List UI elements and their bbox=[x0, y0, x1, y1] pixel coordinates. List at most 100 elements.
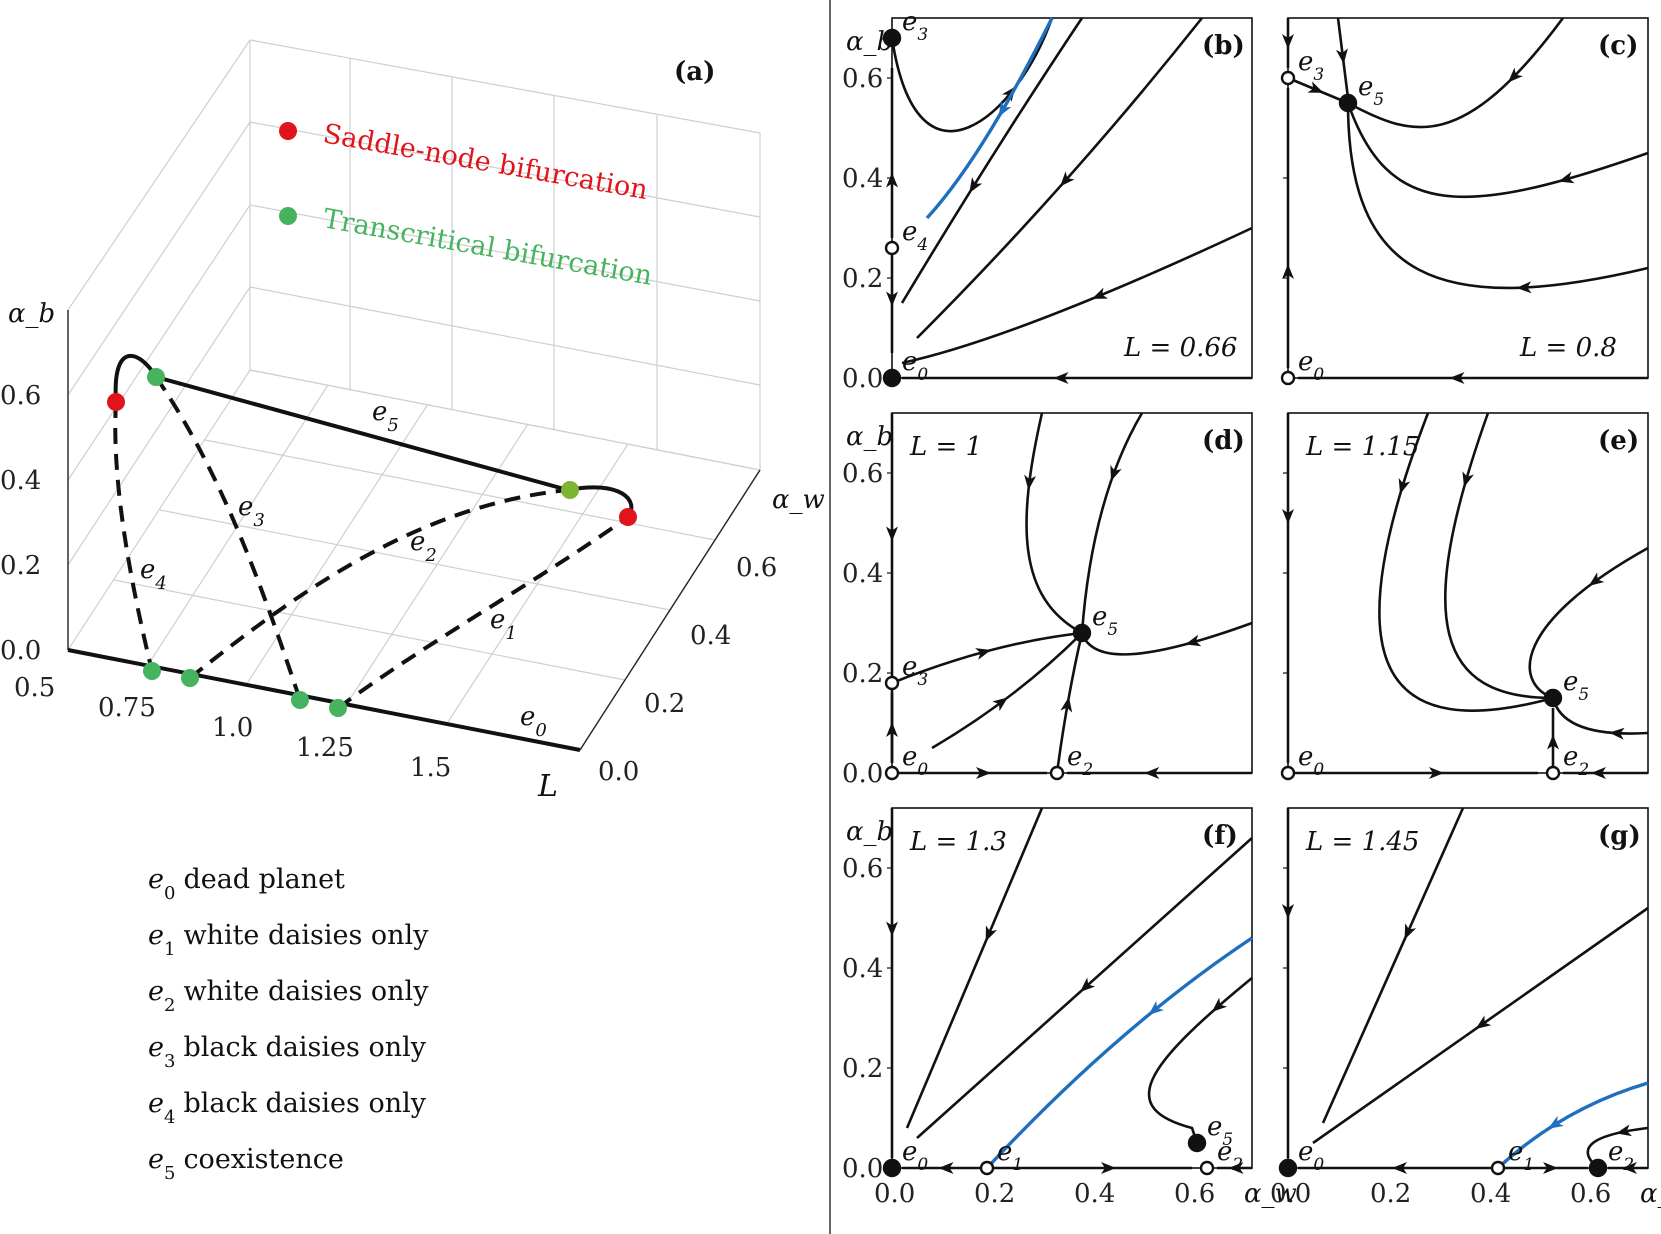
y-tick-3: 0.6 bbox=[736, 553, 777, 583]
trajectory-curve bbox=[931, 632, 1083, 750]
x-tick-0: 0.5 bbox=[14, 673, 55, 703]
y-tick-2: 0.4 bbox=[690, 621, 731, 651]
arrow-head-icon bbox=[886, 291, 898, 307]
equilibrium-label: e4 bbox=[902, 217, 928, 255]
panel-a-branches bbox=[67, 354, 634, 752]
phase-panel-L-value: L = 1 bbox=[909, 432, 982, 462]
x-tick-label: 0.4 bbox=[1074, 1179, 1115, 1209]
arrow-head-icon bbox=[1392, 1162, 1407, 1174]
equilibrium-e0 bbox=[882, 368, 902, 388]
branch-e3 bbox=[154, 375, 302, 701]
label-e0: e0 bbox=[520, 702, 547, 741]
panel-a-tag: (a) bbox=[674, 57, 715, 87]
transcritical-point bbox=[181, 669, 199, 687]
trajectory-curve bbox=[1443, 412, 1554, 700]
equilibrium-e2 bbox=[1049, 765, 1065, 781]
arrow-head-icon bbox=[998, 100, 1012, 117]
y-tick-label: 0.2 bbox=[842, 659, 883, 689]
y-tick-label: 0.6 bbox=[842, 854, 883, 884]
equilibrium-e3 bbox=[1280, 70, 1296, 86]
equilibrium-label: e0 bbox=[902, 1137, 928, 1175]
z-tick-0: 0.0 bbox=[0, 636, 41, 666]
phase-panel-L-value: L = 1.45 bbox=[1305, 827, 1419, 857]
arrow-head-icon bbox=[1053, 372, 1069, 384]
equilibrium-e0 bbox=[1280, 765, 1296, 781]
y-tick-label: 0.0 bbox=[842, 364, 883, 394]
y-tick-label: 0.4 bbox=[842, 954, 883, 984]
x-axis-label: L bbox=[537, 769, 558, 804]
phase-panel-tag: (b) bbox=[1202, 31, 1245, 61]
equilibrium-e1 bbox=[1490, 1160, 1506, 1176]
transcritical-point bbox=[291, 691, 309, 709]
arrow-head-icon bbox=[886, 172, 898, 188]
trajectory-curve bbox=[1080, 412, 1144, 634]
arrow-head-icon bbox=[1282, 904, 1294, 919]
equilibrium-e5 bbox=[1338, 93, 1358, 113]
phase-panel-L-value: L = 0.8 bbox=[1519, 333, 1617, 363]
branch-e1 bbox=[336, 515, 630, 710]
arrow-head-icon bbox=[1335, 48, 1348, 64]
transcritical-point bbox=[329, 699, 347, 717]
x-tick-label: 0.2 bbox=[1370, 1179, 1411, 1209]
y-tick-label: 0.0 bbox=[842, 1154, 883, 1184]
trajectory-curve bbox=[900, 17, 1084, 304]
panel-a-left-wall bbox=[67, 39, 251, 651]
transcritical-point bbox=[561, 481, 579, 499]
phase-panel-g: 0.0 0.2 0.4 0.6 α_w e0 e1 e2 (g) L = 1.45 bbox=[1270, 807, 1661, 1209]
arrow-head-icon bbox=[1622, 1162, 1637, 1174]
equilibria-legend: e0 dead planet e1 white daisies only e2 whi… bbox=[148, 864, 429, 1184]
arrow-head-icon bbox=[976, 767, 991, 779]
trajectory-curve bbox=[1346, 102, 1649, 199]
transcritical-point bbox=[147, 368, 165, 386]
panel-a-z-ticks: 0.0 0.2 0.4 0.6 α_b bbox=[0, 299, 55, 666]
trajectory-curve bbox=[1347, 17, 1565, 129]
equilibrium-label: e0 bbox=[1298, 1137, 1324, 1175]
panel-a: 0.0 0.2 0.4 0.6 α_b 0.5 0.75 1.0 1.25 1.… bbox=[0, 39, 825, 804]
y-tick-1: 0.2 bbox=[644, 689, 685, 719]
equilibrium-e5 bbox=[1187, 1133, 1207, 1153]
phase-frame bbox=[891, 807, 1253, 1169]
y-tick-label: 0.2 bbox=[842, 264, 883, 294]
x-tick-3: 1.25 bbox=[296, 733, 354, 763]
arrow-head-icon bbox=[1404, 923, 1417, 940]
equilibrium-e5 bbox=[1543, 688, 1563, 708]
phase-panel-tag: (d) bbox=[1202, 426, 1245, 456]
separatrix-curve bbox=[1496, 1081, 1649, 1170]
label-e3: e3 bbox=[238, 492, 265, 531]
phase-panel-L-value: L = 1.15 bbox=[1305, 432, 1419, 462]
equilibrium-label: e2 bbox=[1563, 742, 1589, 780]
branch-e4 bbox=[113, 401, 154, 672]
arrow-head-icon bbox=[1080, 977, 1096, 993]
equilibrium-label: e2 bbox=[1067, 742, 1093, 780]
arrow-head-icon bbox=[886, 722, 898, 737]
trajectory-curve bbox=[1321, 807, 1465, 1124]
arrow-head-icon bbox=[1110, 465, 1122, 482]
arrow-head-icon bbox=[1060, 171, 1075, 187]
z-axis-label: α_b bbox=[8, 299, 55, 329]
y-tick-label: 0.4 bbox=[842, 164, 883, 194]
equilibrium-label: e1 bbox=[997, 1137, 1023, 1175]
equilibrium-label: e2 bbox=[1608, 1137, 1634, 1175]
panel-a-y-ticks: 0.0 0.2 0.4 0.6 α_w bbox=[598, 485, 825, 787]
arrow-head-icon bbox=[975, 648, 992, 660]
trajectory-curve bbox=[1080, 621, 1253, 656]
arrow-head-icon bbox=[992, 697, 1008, 712]
phase-panel-L-value: L = 1.3 bbox=[909, 827, 1007, 857]
arrow-head-icon bbox=[886, 526, 898, 542]
trajectory-curve bbox=[901, 226, 1253, 365]
equilibrium-e1 bbox=[979, 1160, 995, 1176]
eq-legend-item: e5 coexistence bbox=[148, 1144, 344, 1184]
arrow-head-icon bbox=[1462, 471, 1474, 488]
equilibrium-e0 bbox=[882, 1158, 902, 1178]
eq-legend-item: e2 white daisies only bbox=[148, 976, 429, 1016]
arrow-head-icon bbox=[1516, 281, 1532, 294]
phase-panel-tag: (f) bbox=[1202, 821, 1238, 851]
y-axis-label: α_b bbox=[846, 817, 893, 847]
y-tick-label: 0.2 bbox=[842, 1054, 883, 1084]
separatrix-curve bbox=[985, 936, 1253, 1170]
arrow-head-icon bbox=[1558, 171, 1575, 184]
arrow-head-icon bbox=[1091, 287, 1109, 299]
phase-panel-tag: (e) bbox=[1598, 426, 1639, 456]
x-tick-label: 0.4 bbox=[1470, 1179, 1511, 1209]
